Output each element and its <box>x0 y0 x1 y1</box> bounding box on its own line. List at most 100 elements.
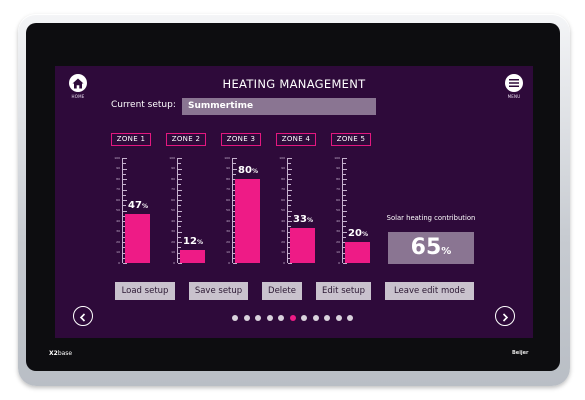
scale-tick <box>123 205 126 207</box>
device-maker-logo: Beijer <box>512 350 529 356</box>
scale-label: 60 <box>226 197 230 202</box>
page-dot[interactable] <box>266 315 273 321</box>
scale-tick <box>343 158 347 159</box>
scale-tick <box>123 163 126 165</box>
page-dot[interactable] <box>312 315 319 321</box>
scale-label: 0 <box>338 260 340 265</box>
scale-tick <box>233 168 237 170</box>
solar-contribution-unit: % <box>441 246 452 257</box>
zone-1-tab[interactable]: ZONE 1 <box>111 133 151 146</box>
scale-tick <box>178 194 181 196</box>
scale-tick <box>178 163 181 165</box>
scale-tick <box>288 189 292 191</box>
scale-label: 40 <box>281 218 285 223</box>
scale-tick <box>178 247 181 249</box>
scale-tick <box>233 263 237 264</box>
page-dot[interactable] <box>324 315 330 321</box>
scale-tick <box>178 231 182 233</box>
scale-label: 40 <box>116 218 120 223</box>
scale-labels: 100 90 80 70 60 50 40 30 20 10 0 <box>277 155 285 264</box>
page-dot[interactable] <box>232 315 238 321</box>
scale-tick <box>343 163 346 165</box>
scale-tick <box>343 210 347 212</box>
scale-label: 20 <box>281 239 285 244</box>
scale-tick <box>178 189 182 191</box>
page-dot[interactable] <box>335 315 342 321</box>
page-dot[interactable] <box>278 315 284 321</box>
zone-value-label: 80% <box>238 165 258 176</box>
menu-button[interactable] <box>505 74 523 92</box>
zone-1-gauge[interactable]: 100 90 80 70 60 50 40 30 20 10 0 47% <box>112 156 162 266</box>
scale-tick <box>343 200 347 201</box>
scale-tick <box>288 173 291 175</box>
zone-4-gauge[interactable]: 100 90 80 70 60 50 40 30 20 10 0 33% <box>277 156 327 266</box>
scale-label: 10 <box>336 250 340 254</box>
scale-tick <box>288 200 292 201</box>
zone-2-gauge[interactable]: 100 90 80 70 60 50 40 30 20 10 0 12% <box>167 156 217 266</box>
scale-label: 0 <box>228 260 230 265</box>
load-setup-button[interactable]: Load setup <box>115 282 175 300</box>
scale-tick <box>288 184 291 186</box>
scale-tick <box>123 200 127 201</box>
scale-tick <box>123 263 127 264</box>
scale-label: 90 <box>171 166 175 170</box>
scale-label: 90 <box>116 166 120 170</box>
scale-label: 60 <box>116 197 120 202</box>
delete-button[interactable]: Delete <box>262 282 302 300</box>
current-setup-field[interactable]: Summertime <box>182 98 376 115</box>
scale-tick <box>288 263 292 264</box>
scale-tick <box>343 194 346 196</box>
solar-contribution-display: 65% <box>388 232 474 264</box>
zone-5-tab[interactable]: ZONE 5 <box>331 133 371 146</box>
scale-label: 30 <box>226 229 230 233</box>
scale-tick <box>123 257 126 259</box>
scale-tick <box>343 236 346 238</box>
previous-page-button[interactable] <box>73 306 93 326</box>
scale-label: 50 <box>336 208 340 212</box>
scale-tick <box>233 215 236 217</box>
zone-bar <box>345 242 370 263</box>
scale-tick <box>233 173 236 175</box>
page-dot[interactable] <box>243 315 250 321</box>
scale-label: 50 <box>171 208 175 212</box>
scale-label: 70 <box>336 187 340 191</box>
page-dot[interactable] <box>289 315 296 321</box>
chevron-left-icon <box>79 307 87 326</box>
scale-labels: 100 90 80 70 60 50 40 30 20 10 0 <box>167 156 175 264</box>
scale-label: 10 <box>281 250 285 254</box>
page-dot[interactable] <box>347 315 353 321</box>
scale-tick <box>123 236 126 238</box>
zone-5-gauge[interactable]: 100 90 80 70 60 50 40 30 20 10 0 20% <box>332 156 382 266</box>
zone-2-tab[interactable]: ZONE 2 <box>166 133 206 146</box>
zone-3-gauge[interactable]: 100 90 80 70 60 50 40 30 20 10 0 80% <box>222 156 272 266</box>
scale-tick <box>233 247 236 249</box>
scale-tick <box>288 215 291 217</box>
leave-edit-mode-button[interactable]: Leave edit mode <box>385 282 474 300</box>
scale-tick <box>343 247 346 249</box>
scale-label: 100 <box>279 155 285 160</box>
save-setup-button[interactable]: Save setup <box>189 282 248 300</box>
page-dot[interactable] <box>255 315 261 321</box>
scale-tick <box>178 205 181 207</box>
zone-value-label: 33% <box>293 214 313 226</box>
zone-value-label: 12% <box>183 236 203 248</box>
scale-label: 80 <box>116 176 120 181</box>
zone-3-tab[interactable]: ZONE 3 <box>221 133 261 146</box>
zone-4-tab[interactable]: ZONE 4 <box>276 133 316 146</box>
scale-tick <box>288 163 291 165</box>
scale-tick <box>343 215 346 217</box>
page-dot[interactable] <box>301 315 307 321</box>
scale-tick <box>178 215 181 217</box>
scale-labels: 100 90 80 70 60 50 40 30 20 10 0 <box>112 156 120 264</box>
home-button[interactable] <box>69 74 87 92</box>
edit-setup-button[interactable]: Edit setup <box>316 282 371 300</box>
next-page-button[interactable] <box>495 306 515 326</box>
scale-label: 80 <box>281 176 285 181</box>
scale-label: 50 <box>281 208 285 212</box>
scale-tick <box>343 184 346 186</box>
scale-tick <box>343 173 346 175</box>
scale-tick <box>123 215 126 217</box>
hmi-screen: HOME MENU HEATING MANAGEMENT Current set… <box>55 66 533 338</box>
scale-label: 90 <box>336 166 340 170</box>
zone-bar <box>180 250 205 263</box>
